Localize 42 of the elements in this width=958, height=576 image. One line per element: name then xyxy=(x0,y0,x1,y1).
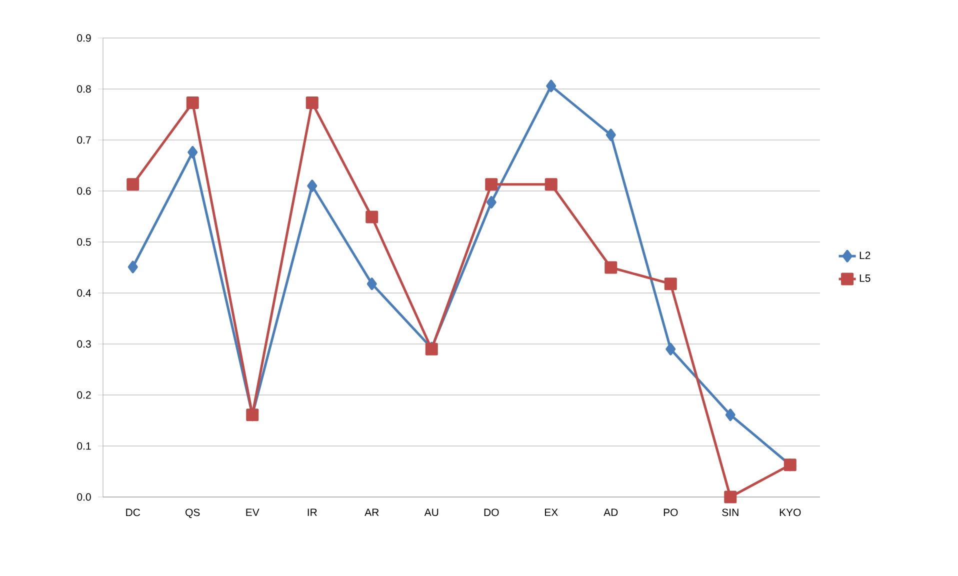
y-tick-label: 0.0 xyxy=(77,493,91,501)
point xyxy=(604,261,618,274)
y-tick-label: 0.1 xyxy=(77,442,91,450)
point xyxy=(606,128,616,142)
point xyxy=(666,342,676,356)
x-tick-label: AD xyxy=(604,508,618,516)
y-tick-label: 0.8 xyxy=(77,85,91,93)
x-tick-label: DC xyxy=(126,508,140,516)
point xyxy=(544,178,558,191)
point xyxy=(306,96,318,110)
point xyxy=(186,96,199,110)
point xyxy=(307,180,318,192)
x-tick-label: AU xyxy=(424,508,438,516)
x-tick-label: EV xyxy=(246,508,260,516)
x-tick-label: QS xyxy=(186,508,200,518)
x-tick-label: DO xyxy=(484,508,499,516)
legend-label: L5 xyxy=(860,274,870,282)
point xyxy=(366,278,377,290)
x-tick-label: KYO xyxy=(780,508,801,516)
point xyxy=(126,178,140,191)
point xyxy=(664,278,677,290)
y-tick-label: 0.9 xyxy=(77,34,91,42)
point xyxy=(486,196,496,208)
x-tick-label: EX xyxy=(544,508,558,516)
y-tick-label: 0.2 xyxy=(77,391,91,399)
point xyxy=(188,146,198,158)
x-tick-label: PO xyxy=(664,508,678,516)
y-tick-label: 0.5 xyxy=(77,238,91,246)
point xyxy=(724,490,737,504)
legend-label: L2 xyxy=(860,252,870,259)
point xyxy=(546,80,556,92)
point xyxy=(366,210,378,224)
point xyxy=(485,178,498,191)
y-tick-label: 0.7 xyxy=(77,136,91,144)
y-tick-label: 0.3 xyxy=(77,340,91,348)
y-tick-label: 0.6 xyxy=(77,187,91,195)
x-tick-label: IR xyxy=(308,508,317,516)
point xyxy=(725,408,736,422)
x-tick-label: AR xyxy=(364,508,379,516)
point xyxy=(128,260,138,274)
x-tick-label: SIN xyxy=(722,508,738,516)
y-tick-label: 0.4 xyxy=(77,289,91,297)
